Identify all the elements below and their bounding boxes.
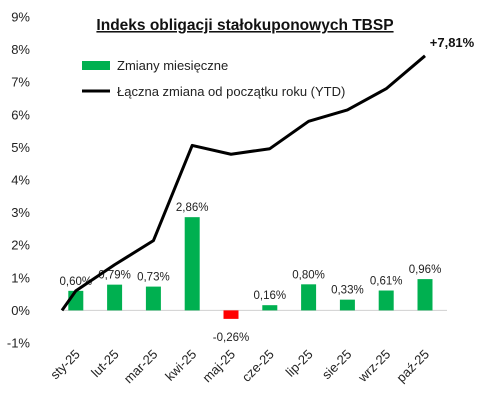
bar-data-label: 0,79% xyxy=(98,270,131,282)
y-tick-label: 4% xyxy=(11,173,30,188)
x-axis: sty-25 lut-25 mar-25 kwi-25 maj-25 cze-25 lip-… xyxy=(47,347,432,387)
x-tick-label: sty-25 xyxy=(47,347,83,383)
bar-data-label: 0,80% xyxy=(292,269,325,281)
bar-data-label: 0,61% xyxy=(370,276,403,288)
bar-data-label: 0,73% xyxy=(137,272,170,284)
y-axis: -1% 0% 1% 2% 3% 4% 5% 6% 7% 8% 9% xyxy=(7,10,31,351)
y-tick-label: 8% xyxy=(11,42,30,57)
bar-monthly-change xyxy=(262,305,278,311)
y-tick-label: 6% xyxy=(11,107,30,122)
y-tick-label: 0% xyxy=(11,303,30,318)
chart-title: Indeks obligacji stałokuponowych TBSP xyxy=(96,17,393,34)
y-tick-label: 5% xyxy=(11,140,30,155)
x-tick-label: paź-25 xyxy=(393,347,432,386)
legend-label-ytd: Łączna zmiana od początku roku (YTD) xyxy=(117,84,345,99)
y-tick-label: 9% xyxy=(11,10,30,25)
bar-monthly-change xyxy=(223,310,239,319)
bar-labels: 0,60%0,79% 0,73%2,86%-0,26%0,16%0,80%0,33… xyxy=(59,202,441,344)
bar-data-label: 0,16% xyxy=(253,290,286,302)
legend-label-monthly: Zmiany miesięczne xyxy=(117,58,228,73)
ytd-line-series xyxy=(60,54,426,312)
x-tick-label: sie-25 xyxy=(319,347,355,383)
x-tick-label: cze-25 xyxy=(239,347,277,385)
bar-monthly-change xyxy=(301,284,317,311)
x-tick-label: wrz-25 xyxy=(354,347,393,386)
x-tick-label: mar-25 xyxy=(121,347,161,387)
legend: Zmiany miesięczne Łączna zmiana od począ… xyxy=(82,58,345,99)
bar-data-label: 2,86% xyxy=(176,202,209,214)
y-tick-label: 3% xyxy=(11,205,30,220)
bars xyxy=(68,217,433,319)
bar-monthly-change xyxy=(107,284,123,311)
legend-swatch-monthly xyxy=(82,61,110,70)
bar-monthly-change xyxy=(417,279,433,311)
bar-data-label: 0,96% xyxy=(409,264,442,276)
bar-data-label: 0,33% xyxy=(331,285,364,297)
bar-monthly-change xyxy=(184,217,200,311)
y-tick-label: 1% xyxy=(11,270,30,285)
x-tick-label: kwi-25 xyxy=(162,347,199,384)
bar-data-label: -0,26% xyxy=(213,332,249,344)
bar-monthly-change xyxy=(378,290,394,311)
y-tick-label: 7% xyxy=(11,75,30,90)
y-tick-label: -1% xyxy=(7,336,31,351)
x-tick-label: lip-25 xyxy=(283,347,316,380)
bar-monthly-change xyxy=(339,299,355,311)
y-tick-label: 2% xyxy=(11,238,30,253)
x-tick-label: maj-25 xyxy=(199,347,238,386)
x-tick-label: lut-25 xyxy=(88,347,122,381)
final-ytd-label: +7,81% xyxy=(430,35,475,50)
bar-monthly-change xyxy=(145,286,161,311)
